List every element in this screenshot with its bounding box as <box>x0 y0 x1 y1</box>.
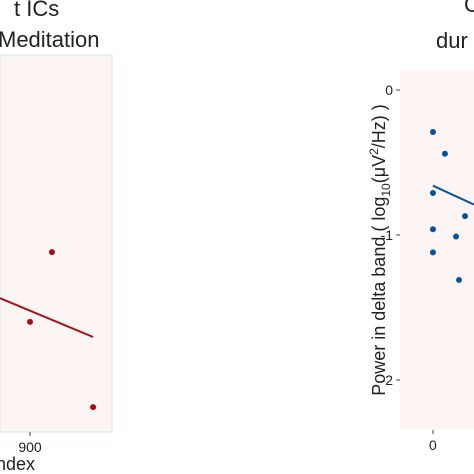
y-label-part: Power in delta band ( log <box>369 197 389 396</box>
fit-line <box>432 184 474 206</box>
point <box>456 276 463 283</box>
y-label-part: /Hz) ) <box>369 104 389 148</box>
point <box>429 189 436 196</box>
point <box>429 249 436 256</box>
left-x-label: ndex <box>0 454 35 474</box>
y-label-sup: 2 <box>367 148 381 155</box>
point <box>462 213 469 220</box>
y-tick-label: -1 <box>381 227 394 243</box>
right-y-label: Power in delta band ( log10(μV2/Hz) ) <box>367 104 393 396</box>
y-label-part: (μV <box>369 155 389 183</box>
point <box>90 404 97 411</box>
right-title-1: C <box>464 0 474 17</box>
right-title-2: dur <box>436 28 468 53</box>
point <box>27 318 34 325</box>
x-tick-label: 0 <box>429 437 437 453</box>
plot-panel <box>0 54 113 433</box>
plot-panel <box>400 70 474 430</box>
x-tick-label: 900 <box>18 439 42 455</box>
left-title-1: t ICs <box>14 0 59 21</box>
y-tick-label: 0 <box>385 82 393 98</box>
point <box>453 233 460 240</box>
point <box>429 129 436 136</box>
point <box>441 150 448 157</box>
point <box>48 249 55 256</box>
y-tick-label: -2 <box>381 372 394 388</box>
left-title-2: Meditation <box>0 27 100 52</box>
point <box>429 226 436 233</box>
fit-line <box>0 297 94 338</box>
y-label-sub: 10 <box>379 183 393 197</box>
